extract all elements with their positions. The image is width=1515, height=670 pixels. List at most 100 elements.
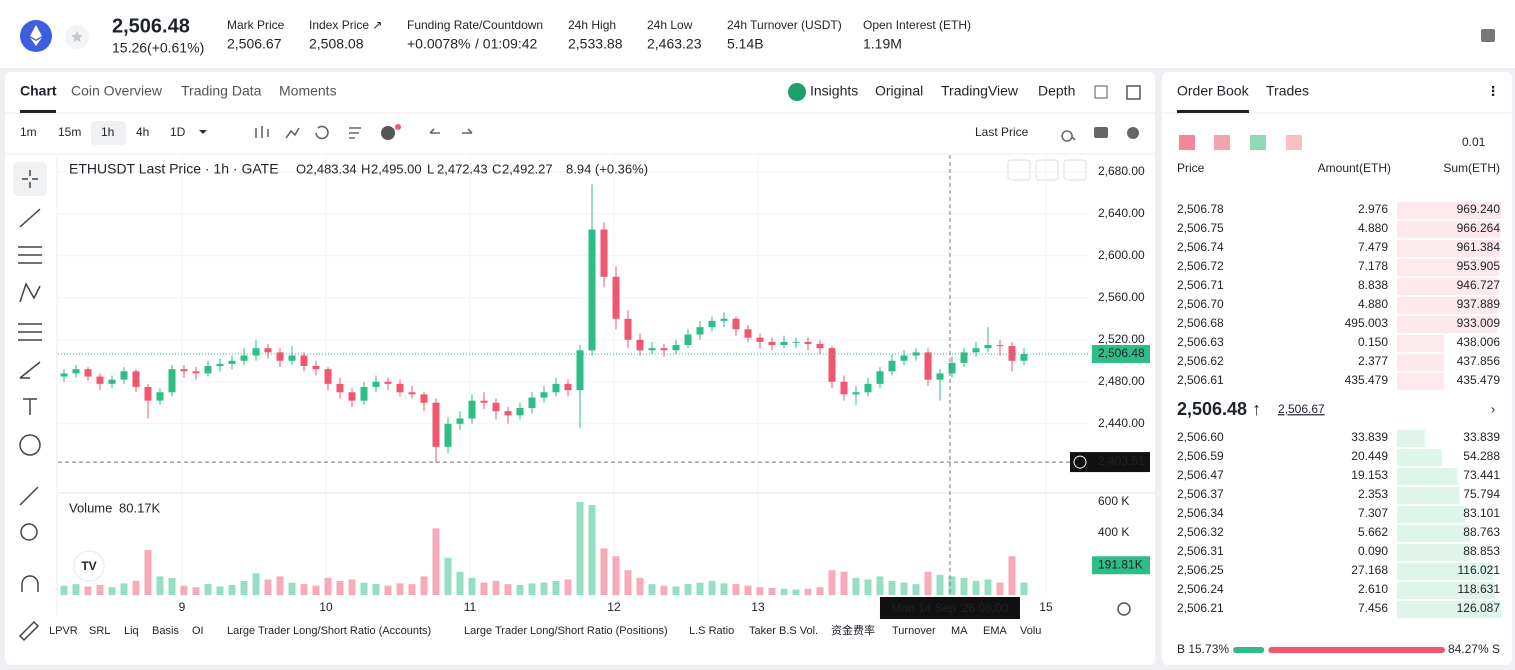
indicator[interactable]: SRL xyxy=(89,625,110,637)
indicator[interactable]: Volu xyxy=(1020,625,1041,637)
view-both[interactable] xyxy=(1179,135,1195,150)
candle-body xyxy=(276,352,284,361)
indicator[interactable]: LPVR xyxy=(49,625,78,637)
volume-bar xyxy=(372,584,380,595)
volume-bar xyxy=(876,576,884,595)
depth-bar xyxy=(1397,335,1444,352)
scroll-button[interactable] xyxy=(1007,159,1031,181)
candle-body xyxy=(324,369,332,384)
indicator[interactable]: EMA xyxy=(983,625,1008,637)
volume-tag-label: 191.81K xyxy=(1098,557,1143,571)
volume-bar xyxy=(168,577,176,595)
candle-body xyxy=(792,341,800,343)
view-tab[interactable]: Original xyxy=(875,83,923,99)
volume-bar xyxy=(624,570,632,595)
ob-sum: 946.727 xyxy=(1457,278,1501,292)
view-mini[interactable] xyxy=(1286,135,1302,150)
volume-bar xyxy=(612,556,620,595)
indicator[interactable]: Turnover xyxy=(892,625,936,637)
ob-amount: 19.153 xyxy=(1351,468,1388,482)
candle-body xyxy=(552,383,560,393)
view-tab[interactable]: Depth xyxy=(1038,83,1075,99)
indicator[interactable]: Taker B.S Vol. xyxy=(749,625,818,637)
indicator[interactable]: MA xyxy=(951,625,968,637)
ob-tab[interactable]: Order Book xyxy=(1177,83,1250,99)
view-asks[interactable] xyxy=(1214,135,1230,150)
view-bids[interactable] xyxy=(1250,135,1266,150)
candle-body xyxy=(96,376,104,384)
ob-price: 2,506.68 xyxy=(1177,316,1224,330)
volume-bar xyxy=(912,584,920,595)
interval[interactable]: 4h xyxy=(136,125,149,139)
candle-body xyxy=(720,318,728,321)
camera-icon[interactable] xyxy=(1094,127,1108,138)
ob-tab[interactable]: Trades xyxy=(1266,83,1309,99)
interval[interactable]: 1h xyxy=(101,125,114,139)
interval[interactable]: 1D xyxy=(170,125,186,139)
indicator[interactable]: Liq xyxy=(124,625,139,637)
volume-bar xyxy=(636,577,644,595)
collapse-button[interactable] xyxy=(1035,159,1059,181)
indicator[interactable]: Large Trader Long/Short Ratio (Positions… xyxy=(464,625,668,637)
volume-bar xyxy=(972,581,980,595)
interval[interactable]: 1m xyxy=(20,125,37,139)
indicator[interactable]: 资金费率 xyxy=(831,623,875,637)
indicator[interactable]: L.S Ratio xyxy=(689,625,734,637)
window-icon[interactable] xyxy=(1126,85,1141,100)
ob-sum: 966.264 xyxy=(1457,221,1501,235)
volume-bar xyxy=(432,528,440,595)
ob-amount: 435.479 xyxy=(1345,373,1389,387)
x-tick-label: 13 xyxy=(751,600,765,614)
ohlc-value: 2,472.43 xyxy=(437,161,488,176)
ob-sum: 83.101 xyxy=(1463,506,1500,520)
interval[interactable]: 15m xyxy=(58,125,81,139)
view-tab[interactable]: TradingView xyxy=(941,83,1019,99)
stat-extra: / 01:09:42 xyxy=(475,36,537,52)
depth-bar xyxy=(1397,487,1460,504)
reset-button[interactable] xyxy=(1063,159,1087,181)
settings-icon[interactable] xyxy=(1127,127,1139,139)
candle-body xyxy=(816,343,824,349)
tab[interactable]: Moments xyxy=(279,83,337,99)
ob-amount: 7.307 xyxy=(1358,506,1388,520)
col-header: Price xyxy=(1177,161,1205,175)
precision[interactable]: 0.01 xyxy=(1462,135,1486,149)
view-tab[interactable]: Insights xyxy=(810,83,858,99)
ob-price: 2,506.47 xyxy=(1177,468,1224,482)
volume-bar xyxy=(96,584,104,595)
candle-body xyxy=(396,383,404,393)
candle-body xyxy=(972,348,980,353)
indicator-add[interactable] xyxy=(381,126,395,140)
depth-bar xyxy=(1397,316,1498,333)
notes-icon[interactable] xyxy=(1481,29,1495,42)
fullscreen-icon[interactable] xyxy=(1094,85,1108,99)
ob-price: 2,506.71 xyxy=(1177,278,1224,292)
chevron[interactable]: › xyxy=(1491,401,1495,416)
ohlc-key: L xyxy=(427,161,434,176)
ob-price: 2,506.75 xyxy=(1177,221,1224,235)
tab[interactable]: Trading Data xyxy=(181,83,262,99)
candle-body xyxy=(264,348,272,353)
dropdown-icon[interactable] xyxy=(199,130,207,134)
price-source[interactable]: Last Price xyxy=(975,125,1029,139)
tab[interactable]: Coin Overview xyxy=(71,83,163,99)
more-icon[interactable]: ⋮ xyxy=(1487,83,1500,98)
candle-body xyxy=(780,341,788,346)
indicator[interactable]: Large Trader Long/Short Ratio (Accounts) xyxy=(227,625,431,637)
candle-body xyxy=(624,318,632,340)
tab[interactable]: Chart xyxy=(20,83,57,99)
crosshair-price: 2,403.51 xyxy=(1098,454,1145,468)
candle-body xyxy=(540,392,548,398)
candle-body xyxy=(804,341,812,344)
candle-body xyxy=(600,229,608,277)
ob-sum: 438.006 xyxy=(1457,335,1501,349)
last-price-tag xyxy=(1092,344,1150,363)
sell-ratio: 84.27% S xyxy=(1448,642,1500,656)
crosshair-add[interactable] xyxy=(1073,455,1087,469)
volume-bar xyxy=(396,583,404,595)
indicator[interactable]: Basis xyxy=(152,625,179,637)
indicator[interactable]: OI xyxy=(192,625,204,637)
ob-price: 2,506.32 xyxy=(1177,525,1224,539)
candle-body xyxy=(348,392,356,401)
axis-settings[interactable] xyxy=(1117,602,1131,616)
